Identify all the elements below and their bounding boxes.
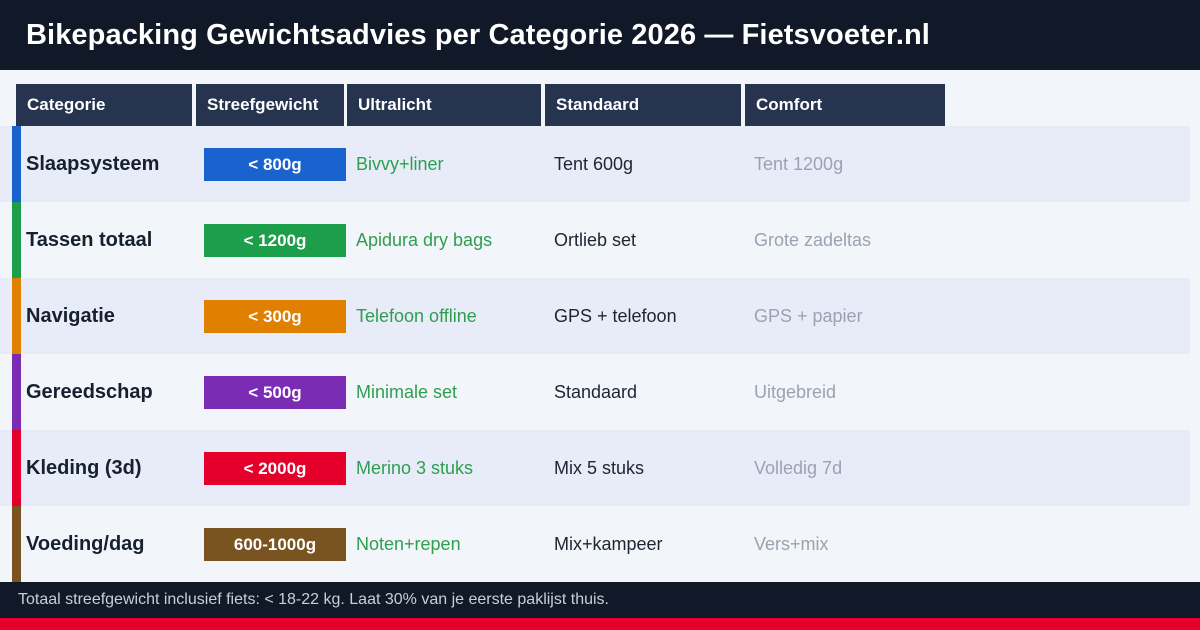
column-header-streefgewicht: Streefgewicht bbox=[196, 84, 344, 126]
title-bar: Bikepacking Gewichtsadvies per Categorie… bbox=[0, 0, 1200, 70]
weight-badge: < 1200g bbox=[204, 224, 346, 257]
cell-categorie: Voeding/dag bbox=[26, 533, 145, 555]
cell-ultralicht: Telefoon offline bbox=[356, 306, 477, 326]
cell-comfort: Tent 1200g bbox=[754, 154, 844, 174]
cell-comfort: Grote zadeltas bbox=[754, 230, 872, 250]
cell-standaard: Standaard bbox=[554, 382, 638, 402]
table-row: Voeding/dag 600-1000g Noten+repen Mix+kampe… bbox=[0, 506, 1190, 582]
footer-bar: Totaal streefgewicht inclusief fiets: < … bbox=[0, 582, 1200, 618]
cell-standaard: Ortlieb set bbox=[554, 230, 637, 250]
cell-ultralicht: Minimale set bbox=[356, 382, 458, 402]
row-accent-bar bbox=[12, 354, 21, 430]
cell-categorie: Kleding (3d) bbox=[26, 457, 142, 479]
cell-comfort: Uitgebreid bbox=[754, 382, 837, 402]
page-title: Bikepacking Gewichtsadvies per Categorie… bbox=[26, 19, 930, 51]
cell-standaard: Mix+kampeer bbox=[554, 534, 663, 554]
cell-ultralicht: Apidura dry bags bbox=[356, 230, 493, 250]
cell-categorie: Tassen totaal bbox=[26, 229, 153, 251]
cell-standaard: Tent 600g bbox=[554, 154, 634, 174]
row-accent-bar bbox=[12, 278, 21, 354]
row-accent-bar bbox=[12, 202, 21, 278]
cell-comfort: GPS + papier bbox=[754, 306, 863, 326]
table-row: Navigatie < 300g Telefoon offline GPS + tel… bbox=[0, 278, 1190, 354]
cell-comfort: Vers+mix bbox=[754, 534, 829, 554]
weight-badge: < 300g bbox=[204, 300, 346, 333]
footer-note: Totaal streefgewicht inclusief fiets: < … bbox=[18, 591, 609, 608]
weight-badge: 600-1000g bbox=[204, 528, 346, 561]
table-row: Gereedschap < 500g Minimale set Standaard Ui… bbox=[0, 354, 1190, 430]
table-row: Slaapsysteem < 800g Bivvy+liner Tent 600g Te… bbox=[0, 126, 1190, 202]
cell-categorie: Navigatie bbox=[26, 305, 115, 327]
weight-badge: < 800g bbox=[204, 148, 346, 181]
table-header-row: Categorie Streefgewicht Ultralicht Stand… bbox=[0, 84, 1200, 126]
table-row: Tassen totaal < 1200g Apidura dry bags Ortl… bbox=[0, 202, 1190, 278]
weight-badge: < 500g bbox=[204, 376, 346, 409]
column-header-standaard: Standaard bbox=[545, 84, 741, 126]
table-row: Kleding (3d) < 2000g Merino 3 stuks Mix 5 s… bbox=[0, 430, 1190, 506]
cell-ultralicht: Merino 3 stuks bbox=[356, 458, 474, 478]
cell-categorie: Gereedschap bbox=[26, 381, 153, 403]
accent-stripe bbox=[0, 618, 1200, 630]
cell-ultralicht: Noten+repen bbox=[356, 534, 461, 554]
column-header-comfort: Comfort bbox=[745, 84, 945, 126]
row-accent-bar bbox=[12, 126, 21, 202]
table-body: Slaapsysteem < 800g Bivvy+liner Tent 600g Te… bbox=[0, 126, 1200, 582]
weight-badge: < 2000g bbox=[204, 452, 346, 485]
cell-standaard: GPS + telefoon bbox=[554, 306, 677, 326]
cell-comfort: Volledig 7d bbox=[754, 458, 843, 478]
column-header-categorie: Categorie bbox=[16, 84, 192, 126]
row-accent-bar bbox=[12, 430, 21, 506]
row-accent-bar bbox=[12, 506, 21, 582]
column-header-ultralicht: Ultralicht bbox=[347, 84, 541, 126]
cell-categorie: Slaapsysteem bbox=[26, 153, 160, 175]
cell-ultralicht: Bivvy+liner bbox=[356, 154, 444, 174]
cell-standaard: Mix 5 stuks bbox=[554, 458, 645, 478]
